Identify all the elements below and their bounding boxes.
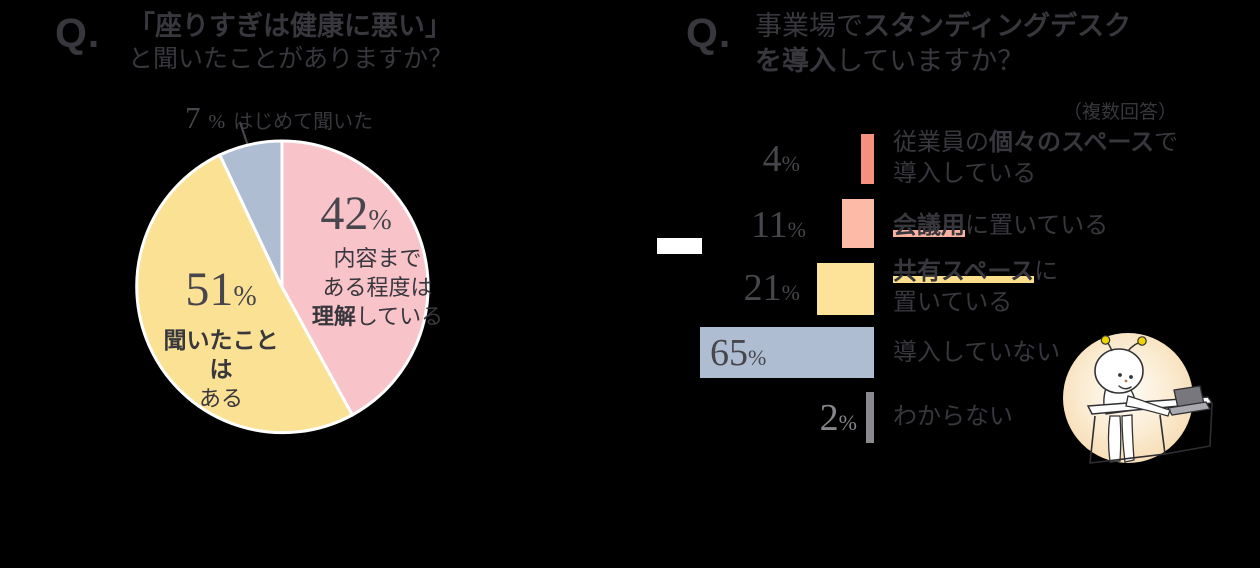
multiple-answers-note: （複数回答） [1062,102,1177,123]
antenna-left-tip [1100,335,1111,345]
bar-dont-know [866,392,874,443]
bar-not-introduced [700,327,874,378]
character-nose [1124,379,1128,383]
pie-slice-first-time [218,139,284,289]
character-smile [1118,385,1132,390]
bar-shared-space [817,263,874,315]
bar-value-individual-space: 4% [762,138,800,180]
right-title-line2: を導入していますか？ [755,46,1025,76]
percent-sign: % [748,345,767,370]
pie-value-first-time: 7 [185,100,201,135]
right-question-title: 事業場でスタンディングデスク を導入していますか？ [755,9,1131,79]
left-question-title: 「座りすぎは健康に悪い」 と聞いたことがありますか？ [128,9,453,74]
question-mark-right: Q. [686,10,732,56]
pie-value-understand: 42% [320,187,392,240]
character-eye-left [1118,373,1122,377]
standing-desk-character-illustration [1063,333,1214,464]
bar-label-dont-know: わからない [893,403,1013,430]
character-eye-right [1129,375,1133,379]
percent-sign: % [838,410,857,435]
percent-sign: % [208,111,226,133]
right-title-line1: 事業場でスタンディングデスク [755,11,1132,41]
pie-annotation-first-time: 7% はじめて聞いた [185,100,373,136]
character-leg-left [1107,415,1122,463]
bar-value-not-introduced: 65% [710,332,767,374]
percent-sign: % [787,217,806,242]
pie-label-understand: 内容まで ある程度は 理解している [311,246,444,329]
bar-label-meeting: 会議用に置いている [893,212,1109,239]
desk-side-frame [1164,403,1213,455]
character-head [1094,348,1144,394]
percent-sign: % [781,280,800,305]
question-mark-left: Q. [55,10,101,56]
bar-individual-space [861,134,874,184]
character-arm [1125,395,1171,417]
percent-sign: % [781,151,800,176]
pie-value-heard: 51% [185,263,257,316]
bar-value-dont-know: 2% [819,397,857,439]
bar-meeting [842,199,874,248]
antenna-right-tip [1137,336,1147,346]
character-leg-right [1121,414,1135,463]
bar-value-shared-space: 21% [743,267,800,309]
pie-slice-heard [135,153,354,435]
bar-label-shared-space: 共有スペースに 置いている [893,258,1059,316]
bar-label-not-introduced: 導入していない [893,339,1061,366]
bar-label-individual-space: 従業員の個々のスペースで 導入している [893,129,1179,187]
laptop-base [1166,401,1212,416]
pie-slice-understand [280,139,430,417]
left-title-line1: 「座りすぎは健康に悪い」 [128,11,452,41]
percent-sign: % [233,281,257,312]
desk-front-frame [1089,414,1166,464]
bar-value-meeting: 11% [751,204,806,246]
pie-chart [135,139,430,435]
percent-sign: % [368,205,392,236]
left-title-line2: と聞いたことがありますか？ [128,45,454,73]
pie-label-first-time: はじめて聞いた [233,111,374,133]
white-dash-mark [657,238,702,254]
pie-label-heard: 聞いたことは ある [163,327,279,411]
